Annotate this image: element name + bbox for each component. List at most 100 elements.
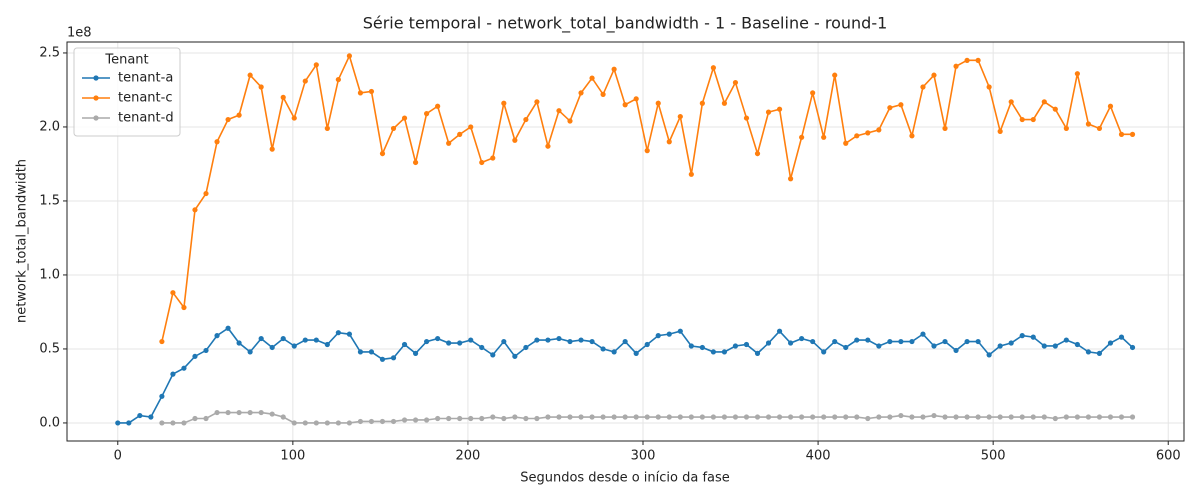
data-point	[1008, 99, 1014, 105]
data-point	[424, 111, 430, 117]
data-point	[600, 91, 606, 97]
chart-title: Série temporal - network_total_bandwidth…	[363, 14, 888, 34]
data-point	[799, 335, 805, 342]
data-point	[898, 412, 904, 419]
data-point	[435, 335, 441, 342]
data-point	[556, 108, 562, 114]
data-point	[501, 338, 507, 345]
data-point	[446, 340, 452, 346]
data-point	[490, 352, 496, 358]
data-point	[1041, 343, 1047, 349]
data-point	[942, 414, 948, 420]
data-point	[909, 338, 915, 345]
data-point	[600, 346, 606, 352]
y-tick-label: 2.0	[39, 119, 60, 134]
data-point	[346, 420, 353, 426]
data-point	[401, 417, 408, 423]
data-point	[1129, 414, 1136, 420]
data-point	[390, 125, 397, 132]
data-point	[556, 335, 562, 342]
data-point	[865, 130, 871, 136]
data-point	[258, 84, 264, 90]
data-point	[1096, 125, 1103, 132]
data-point	[997, 343, 1003, 349]
data-point	[534, 99, 540, 105]
data-point	[997, 414, 1003, 420]
data-point	[865, 415, 871, 422]
data-point	[291, 420, 297, 426]
data-point	[578, 337, 584, 343]
data-point	[446, 415, 452, 422]
data-point	[765, 109, 772, 115]
data-point	[357, 349, 364, 355]
data-point	[203, 347, 209, 354]
data-point	[412, 417, 419, 423]
data-point	[600, 414, 606, 420]
data-point	[203, 190, 209, 197]
data-point	[920, 331, 926, 337]
data-point	[975, 414, 981, 420]
legend-marker	[93, 75, 99, 81]
data-point	[1063, 125, 1069, 132]
data-point	[876, 127, 882, 133]
data-point	[1030, 334, 1036, 340]
data-point	[313, 337, 319, 343]
y-tick-label: 2.5	[39, 45, 60, 60]
data-point	[313, 62, 319, 68]
data-point	[854, 414, 860, 420]
data-point	[821, 349, 827, 355]
x-tick-label: 200	[456, 449, 481, 464]
data-point	[302, 78, 308, 84]
data-point	[655, 100, 661, 106]
data-point	[192, 207, 198, 213]
data-point	[236, 112, 242, 118]
data-point	[368, 418, 375, 425]
data-point	[1052, 415, 1058, 422]
data-point	[578, 90, 584, 96]
data-point	[1074, 341, 1080, 348]
data-point	[677, 328, 683, 334]
data-point	[776, 106, 783, 112]
data-point	[137, 412, 143, 419]
data-point	[787, 176, 794, 182]
data-point	[424, 338, 430, 345]
legend-label: tenant-d	[118, 111, 174, 126]
data-point	[699, 100, 705, 106]
data-point	[1041, 414, 1047, 420]
legend-label: tenant-a	[118, 71, 173, 86]
data-point	[534, 337, 540, 343]
data-point	[1107, 103, 1114, 109]
data-point	[302, 420, 308, 426]
data-point	[1052, 106, 1058, 112]
data-point	[1085, 414, 1092, 420]
data-point	[743, 341, 750, 348]
data-point	[832, 338, 838, 345]
data-point	[258, 335, 264, 342]
data-point	[931, 72, 937, 78]
data-point	[556, 414, 562, 420]
data-point	[1052, 343, 1058, 349]
data-point	[953, 347, 959, 354]
data-point	[589, 75, 595, 81]
data-point	[887, 105, 893, 111]
data-point	[997, 128, 1003, 134]
data-point	[490, 414, 496, 420]
legend-marker	[93, 95, 99, 101]
data-point	[1019, 414, 1025, 420]
data-point	[280, 414, 286, 420]
data-point	[931, 412, 937, 419]
data-point	[170, 420, 176, 426]
data-point	[843, 344, 849, 351]
data-point	[512, 137, 518, 143]
data-point	[986, 352, 992, 358]
data-point	[710, 65, 716, 71]
data-point	[435, 103, 441, 109]
data-point	[1129, 344, 1136, 351]
data-point	[379, 418, 386, 425]
data-point	[688, 343, 694, 349]
data-point	[699, 414, 705, 420]
data-point	[986, 84, 992, 90]
data-point	[236, 409, 242, 416]
data-point	[424, 417, 430, 423]
